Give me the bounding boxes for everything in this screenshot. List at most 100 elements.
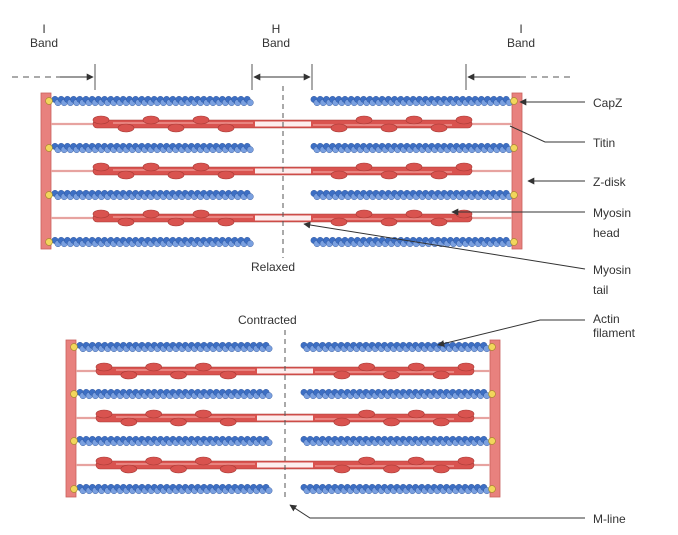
capz-cap xyxy=(488,343,496,351)
z-disk-left xyxy=(65,339,77,498)
myosin-head xyxy=(455,162,473,172)
myosin-head xyxy=(92,115,110,125)
myosin-head xyxy=(117,170,135,180)
h-band-line1: H xyxy=(271,22,281,36)
contracted-label: Contracted xyxy=(238,313,297,327)
myosin-head xyxy=(408,409,425,419)
myosin-head xyxy=(145,362,162,372)
myosin-head xyxy=(195,362,212,372)
myosin-head xyxy=(120,464,138,474)
myosin-bare-zone xyxy=(255,215,311,221)
myosin-head xyxy=(405,209,423,219)
myosin-head xyxy=(432,464,450,474)
myosin-head xyxy=(120,417,138,427)
myosin-head xyxy=(217,123,235,133)
myosin-head xyxy=(142,162,160,172)
capz-cap xyxy=(488,485,496,493)
myosin-head xyxy=(430,170,448,180)
capz-cap xyxy=(45,191,53,199)
myosin-head xyxy=(217,217,235,227)
myosin-head xyxy=(219,417,237,427)
myosin-head xyxy=(408,362,425,372)
myosin-bare-zone xyxy=(257,415,313,421)
myosin-head xyxy=(455,209,473,219)
myosin-head xyxy=(142,209,160,219)
actin-bead xyxy=(246,193,254,201)
actin-leader xyxy=(437,319,585,347)
capz-cap xyxy=(45,144,53,152)
myosin-head xyxy=(383,417,400,427)
myosin-tail-leader xyxy=(303,221,586,270)
actin-bead xyxy=(265,392,273,399)
myosin-head xyxy=(355,162,373,172)
capz-cap xyxy=(70,390,78,398)
relaxed-sarcomere xyxy=(40,92,523,250)
myosin-head xyxy=(358,362,375,372)
capz-cap xyxy=(510,144,518,152)
myosin-head xyxy=(145,456,162,466)
myosin-head-label: Myosin head xyxy=(593,206,631,240)
relaxed-label: Relaxed xyxy=(251,260,296,274)
titin-leader xyxy=(509,125,585,143)
i-band-right-line2: Band xyxy=(506,36,536,50)
myosin-head xyxy=(457,409,475,419)
i-band-right-line1: I xyxy=(519,22,523,36)
myosin-head xyxy=(195,409,212,419)
myosin-head xyxy=(333,464,351,474)
myosin-head xyxy=(432,370,450,380)
myosin-head xyxy=(383,370,400,380)
myosin-head xyxy=(358,456,375,466)
i-band-left-line2: Band xyxy=(29,36,59,50)
capz-cap xyxy=(45,238,53,246)
myosin-head xyxy=(355,209,373,219)
myosin-head xyxy=(170,370,187,380)
myosin-head xyxy=(430,123,448,133)
myosin-head xyxy=(333,417,351,427)
i-band-right-label: I Band xyxy=(501,22,541,50)
myosin-head xyxy=(95,409,113,419)
h-band-label: H Band xyxy=(256,22,296,50)
myosin-head xyxy=(170,464,187,474)
actin-bead xyxy=(246,146,254,154)
myosin-head xyxy=(192,209,210,219)
capz-cap xyxy=(488,390,496,398)
callout-leaders xyxy=(289,98,586,519)
i-band-left-line1: I xyxy=(42,22,46,36)
actin-bead xyxy=(246,240,254,248)
myosin-tail-line2: tail xyxy=(593,283,609,297)
capz-cap xyxy=(70,343,78,351)
myosin-head xyxy=(170,417,187,427)
myosin-head xyxy=(195,456,212,466)
actin-bead xyxy=(246,99,254,107)
h-band-line2: Band xyxy=(261,36,291,50)
myosin-head xyxy=(358,409,375,419)
myosin-head xyxy=(167,217,185,227)
myosin-head xyxy=(380,123,398,133)
myosin-head xyxy=(383,464,400,474)
myosin-head xyxy=(380,170,398,180)
band-indicators xyxy=(12,64,575,90)
myosin-head xyxy=(330,170,348,180)
myosin-head xyxy=(92,209,110,219)
myosin-head xyxy=(95,362,113,372)
myosin-head xyxy=(120,370,138,380)
myosin-head xyxy=(405,162,423,172)
myosin-head xyxy=(430,217,448,227)
myosin-head xyxy=(192,162,210,172)
actin-bead xyxy=(265,487,273,494)
capz-cap xyxy=(510,238,518,246)
myosin-head xyxy=(455,115,473,125)
mline-label: M-line xyxy=(593,512,626,526)
myosin-head xyxy=(380,217,398,227)
actin-label: Actin filament xyxy=(593,312,635,340)
mline-leader xyxy=(289,504,585,519)
myosin-head xyxy=(219,464,237,474)
capz-cap xyxy=(70,437,78,445)
myosin-head xyxy=(117,217,135,227)
capz-cap xyxy=(510,191,518,199)
myosin-head xyxy=(92,162,110,172)
myosin-head xyxy=(117,123,135,133)
z-disk-left xyxy=(40,92,52,250)
myosin-head xyxy=(457,456,475,466)
